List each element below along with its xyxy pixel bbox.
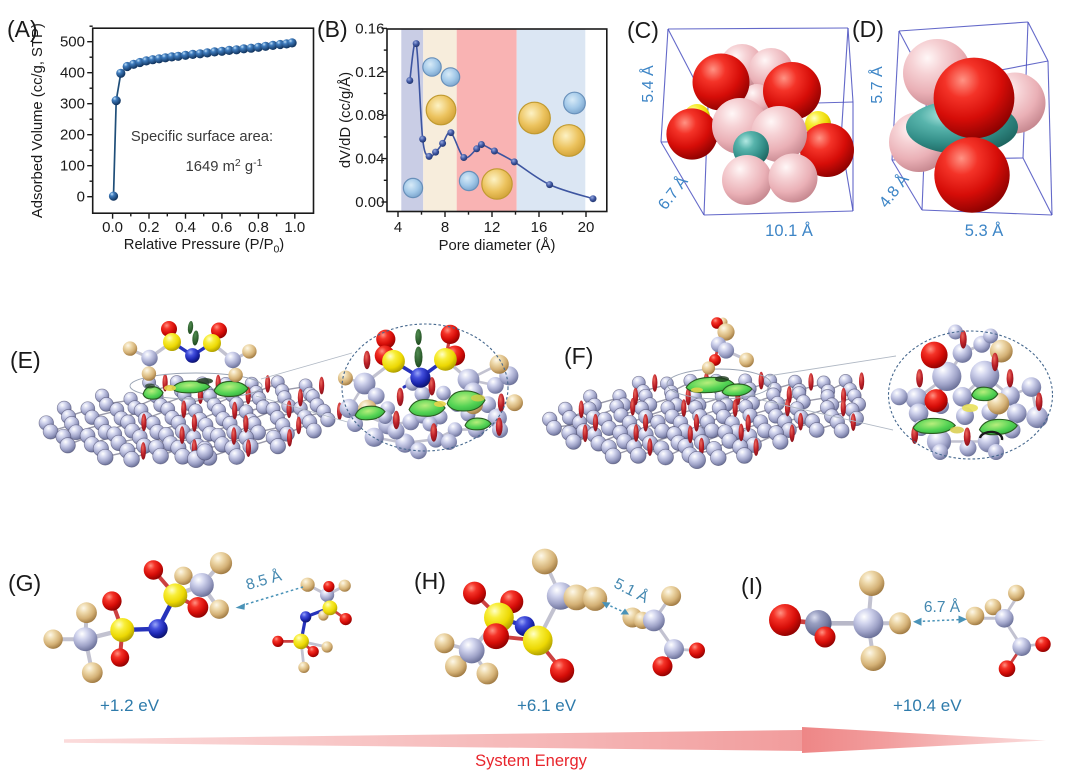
svg-text:4: 4 (394, 219, 402, 236)
svg-text:+6.1 eV: +6.1 eV (517, 696, 577, 715)
svg-text:20: 20 (578, 219, 595, 236)
svg-text:300: 300 (60, 96, 85, 113)
svg-text:0.16: 0.16 (355, 20, 384, 37)
svg-text:12: 12 (484, 219, 501, 236)
svg-text:10.1 Å: 10.1 Å (765, 221, 813, 240)
svg-text:5.4 Å: 5.4 Å (638, 65, 657, 103)
svg-text:400: 400 (60, 65, 85, 82)
svg-text:(E): (E) (10, 347, 41, 373)
svg-text:1.0: 1.0 (284, 219, 305, 236)
svg-text:0.8: 0.8 (248, 219, 269, 236)
svg-text:+1.2 eV: +1.2 eV (100, 696, 160, 715)
svg-text:0.12: 0.12 (355, 64, 384, 81)
svg-text:200: 200 (60, 127, 85, 144)
svg-text:(C): (C) (627, 17, 659, 43)
svg-text:(F): (F) (564, 343, 593, 369)
svg-text:(D): (D) (852, 16, 884, 42)
svg-text:0.00: 0.00 (355, 194, 384, 211)
svg-text:(I): (I) (741, 573, 763, 599)
svg-text:0.08: 0.08 (355, 107, 384, 124)
svg-text:100: 100 (60, 158, 85, 175)
svg-text:(B): (B) (317, 16, 348, 42)
svg-text:500: 500 (60, 34, 85, 51)
svg-text:1649 m2 g-1: 1649 m2 g-1 (186, 157, 263, 175)
svg-text:Specific surface area:: Specific surface area: (131, 129, 273, 145)
svg-text:6.7 Å: 6.7 Å (924, 599, 961, 616)
svg-text:0.0: 0.0 (102, 219, 123, 236)
svg-text:0.04: 0.04 (355, 151, 384, 168)
svg-text:0.6: 0.6 (211, 219, 232, 236)
svg-text:(H): (H) (414, 568, 446, 594)
svg-text:5.7 Å: 5.7 Å (867, 66, 886, 104)
svg-text:(A): (A) (7, 16, 38, 42)
svg-text:5.3 Å: 5.3 Å (965, 221, 1004, 240)
svg-text:8: 8 (441, 219, 449, 236)
svg-text:0.4: 0.4 (175, 219, 196, 236)
svg-text:Pore diameter (Å): Pore diameter (Å) (439, 237, 556, 254)
svg-text:System Energy: System Energy (475, 752, 588, 770)
svg-text:(G): (G) (8, 570, 41, 596)
svg-text:0.2: 0.2 (139, 219, 160, 236)
svg-text:Relative Pressure (P/P0): Relative Pressure (P/P0) (124, 237, 285, 256)
svg-text:+10.4 eV: +10.4 eV (893, 696, 962, 715)
svg-text:0: 0 (77, 189, 85, 206)
svg-text:dV/dD (cc/g/Å): dV/dD (cc/g/Å) (337, 72, 354, 168)
svg-text:Adsorbed Volume (cc/g, STP): Adsorbed Volume (cc/g, STP) (30, 23, 46, 218)
svg-text:16: 16 (531, 219, 548, 236)
